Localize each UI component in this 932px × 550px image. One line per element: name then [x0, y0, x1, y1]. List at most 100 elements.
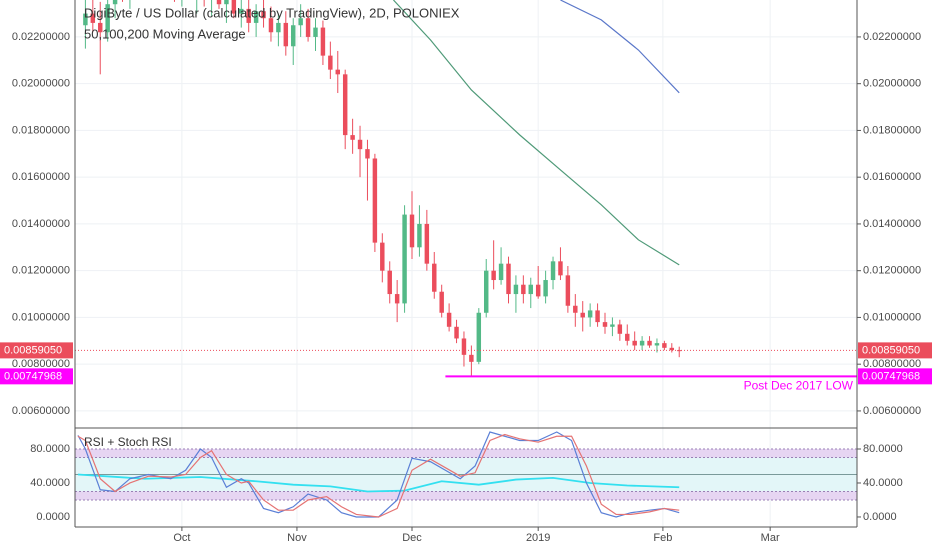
candle-body: [573, 305, 578, 313]
candle-body: [610, 324, 615, 327]
chart-subtitle: 50,100,200 Moving Average: [84, 26, 246, 41]
candle-body: [654, 343, 660, 346]
y-tick-label-right: 0.00800000: [863, 358, 921, 370]
candle-body: [335, 69, 340, 75]
candle-body: [543, 280, 548, 297]
x-tick-label: 2019: [526, 532, 550, 544]
candle-body: [417, 223, 422, 248]
y-tick-label-right: 0.01800000: [863, 124, 921, 136]
candle-body: [446, 312, 452, 327]
indicator-line: [77, 433, 680, 518]
indicator-line: [77, 431, 680, 518]
candle-body: [112, 0, 118, 5]
candle-body: [342, 74, 348, 136]
support-price-text: 0.00747968: [4, 370, 62, 382]
plot-layer: Post Dec 2017 LOW: [75, 0, 857, 527]
candle-body: [313, 27, 318, 37]
candle-body: [424, 223, 430, 264]
y-tick-label-left: 80.0000: [30, 443, 70, 455]
candle-body: [439, 291, 444, 313]
last-price-text: 0.00859050: [4, 344, 62, 356]
y-tick-label-right: 0.01400000: [863, 218, 921, 230]
candle-body: [98, 22, 103, 33]
candle-body: [253, 11, 259, 23]
candle-body: [528, 284, 533, 295]
y-tick-label-left: 0.01800000: [12, 124, 70, 136]
x-tick-label: Feb: [653, 532, 672, 544]
candle-body: [662, 343, 667, 348]
last-price-text: 0.00859050: [862, 344, 920, 356]
candle-body: [394, 294, 400, 304]
candle-body: [484, 270, 489, 313]
y-tick-label-left: 0.01200000: [12, 265, 70, 277]
candle-body: [639, 340, 645, 346]
candle-body: [350, 135, 355, 140]
candle-body: [491, 270, 496, 281]
band: [75, 448, 857, 458]
candles: [83, 0, 682, 377]
candle-body: [387, 270, 392, 295]
candle-body: [602, 322, 608, 327]
candle-body: [565, 275, 571, 306]
candle-body: [432, 263, 437, 292]
candle-body: [454, 326, 459, 339]
candle-body: [513, 284, 519, 295]
candle-body: [647, 340, 652, 346]
support-price-text: 0.00747968: [862, 370, 920, 382]
candle-body: [328, 55, 333, 70]
candle-body: [365, 149, 370, 159]
candle-body: [625, 333, 630, 341]
candle-body: [595, 310, 600, 323]
candle-body: [476, 312, 482, 362]
moving-average: [393, 0, 680, 266]
candle-body: [535, 284, 541, 297]
y-tick-label-right: 0.01200000: [863, 265, 921, 277]
last-price-box: [0, 342, 73, 359]
y-tick-label-left: 40.0000: [30, 477, 70, 489]
candle-body: [83, 13, 88, 26]
candle-body: [461, 338, 467, 355]
candle-body: [402, 214, 407, 304]
candle-body: [372, 158, 378, 243]
y-tick-label-left: 0.01600000: [12, 171, 70, 183]
y-tick-label-right: 0.0000: [863, 511, 897, 523]
candle-body: [676, 350, 682, 352]
indicator-title: RSI + Stoch RSI: [84, 435, 172, 449]
candle-body: [268, 18, 274, 33]
candle-body: [283, 22, 289, 47]
y-tick-label-left: 0.02000000: [12, 78, 70, 90]
y-tick-label-right: 0.02000000: [863, 78, 921, 90]
candle-body: [632, 340, 637, 346]
candle-body: [506, 263, 511, 295]
candle-body: [291, 25, 296, 47]
candle-body: [587, 310, 593, 318]
candle-body: [357, 139, 363, 150]
y-tick-label-left: 0.01400000: [12, 218, 70, 230]
y-tick-label-left: 0.0000: [36, 511, 70, 523]
x-tick-label: Oct: [173, 532, 190, 544]
last-price-box: [858, 342, 932, 359]
candle-body: [246, 8, 251, 23]
support-price-box: [858, 368, 932, 385]
y-tick-label-left: 0.00600000: [12, 405, 70, 417]
band: [75, 491, 857, 500]
candle-body: [261, 11, 266, 19]
y-tick-label-left: 0.01000000: [12, 311, 70, 323]
y-tick-label-left: 0.00800000: [12, 358, 70, 370]
candle-body: [231, 0, 237, 14]
candle-body: [90, 13, 96, 23]
y-tick-label-right: 40.0000: [863, 477, 903, 489]
x-tick-label: Nov: [287, 532, 307, 544]
candle-body: [498, 263, 504, 281]
y-tick-label-left: 0.02200000: [12, 31, 70, 43]
candle-body: [617, 324, 623, 334]
x-tick-label: Dec: [402, 532, 422, 544]
candle-body: [409, 214, 415, 248]
candle-body: [224, 0, 229, 5]
candle-body: [305, 18, 311, 37]
candle-body: [276, 22, 281, 33]
candle-body: [550, 261, 556, 281]
candle-body: [558, 261, 563, 276]
candle-body: [239, 8, 244, 14]
